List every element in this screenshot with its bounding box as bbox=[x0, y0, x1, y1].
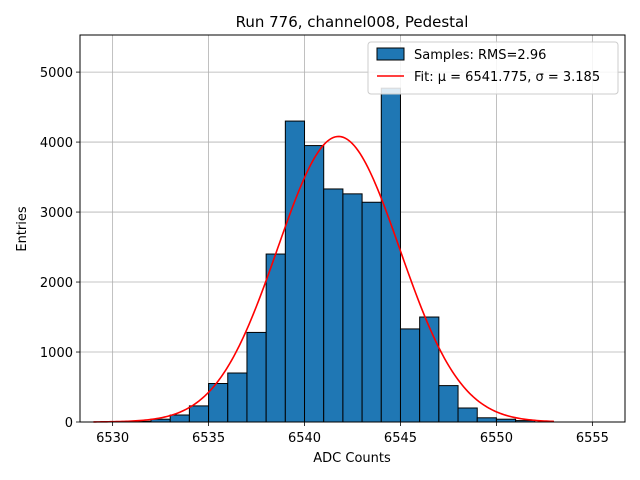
legend-box bbox=[367, 41, 619, 95]
legend-histogram-label: Samples: RMS=2.96 bbox=[414, 48, 546, 63]
histogram-bar bbox=[361, 201, 382, 423]
x-tick-label: 6550 bbox=[480, 431, 513, 446]
histogram-bar bbox=[380, 87, 401, 423]
legend-fit-label: Fit: μ = 6541.775, σ = 3.185 bbox=[414, 70, 600, 85]
x-tick-label: 6530 bbox=[96, 431, 129, 446]
histogram-bars bbox=[112, 87, 536, 423]
histogram-bar bbox=[438, 385, 459, 423]
x-tick-label: 6535 bbox=[192, 431, 225, 446]
x-tick-label: 6540 bbox=[288, 431, 321, 446]
histogram-bar bbox=[227, 372, 248, 423]
x-tick-label: 6545 bbox=[384, 431, 417, 446]
y-tick-label: 4000 bbox=[40, 136, 73, 151]
histogram-bar bbox=[246, 331, 267, 423]
histogram-bar bbox=[457, 407, 478, 423]
histogram-bar bbox=[399, 328, 421, 423]
legend-histogram-swatch bbox=[376, 47, 405, 61]
plot-frame bbox=[79, 34, 626, 423]
histogram-bar bbox=[265, 253, 286, 423]
y-tick-label: 3000 bbox=[40, 206, 73, 221]
y-tick-label: 0 bbox=[65, 416, 73, 431]
x-axis-ticks: 6530 6535 6540 6545 6550 6555 bbox=[96, 422, 609, 446]
y-tick-label: 2000 bbox=[40, 276, 73, 291]
fit-curve bbox=[93, 135, 555, 423]
y-axis-ticks: 0 1000 2000 3000 4000 5000 bbox=[40, 66, 80, 431]
histogram-bar bbox=[188, 405, 210, 423]
histogram-bar bbox=[304, 145, 325, 423]
histogram-bar bbox=[169, 414, 190, 423]
x-axis-label: ADC Counts bbox=[313, 451, 391, 466]
chart-title: Run 776, channel008, Pedestal bbox=[236, 13, 469, 31]
histogram-bar bbox=[284, 120, 306, 423]
histogram-bar bbox=[342, 193, 363, 423]
y-tick-label: 1000 bbox=[40, 346, 73, 361]
legend: Samples: RMS=2.96 Fit: μ = 6541.775, σ =… bbox=[367, 41, 619, 95]
histogram-bar bbox=[419, 316, 440, 423]
x-tick-label: 6555 bbox=[576, 431, 609, 446]
histogram-bar bbox=[323, 188, 344, 423]
y-axis-label: Entries bbox=[15, 206, 30, 252]
y-tick-label: 5000 bbox=[40, 66, 73, 81]
histogram-bar bbox=[476, 417, 497, 423]
